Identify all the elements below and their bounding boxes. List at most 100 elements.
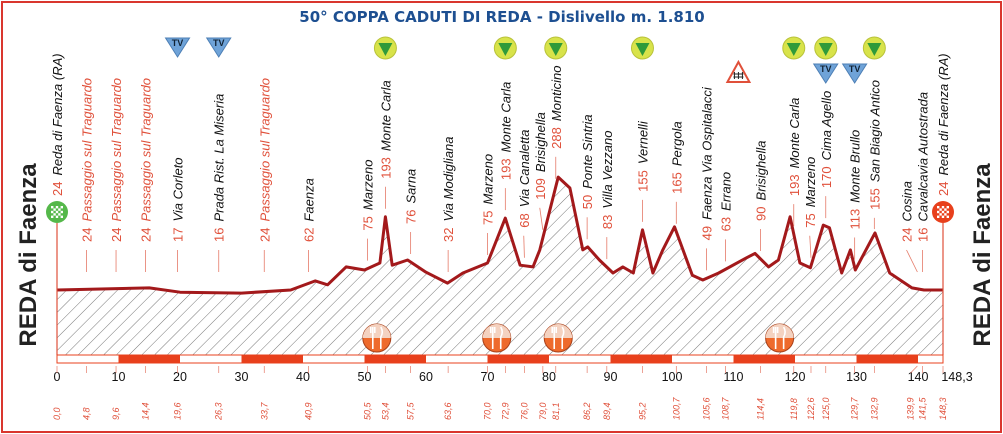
- waypoint-altitude: 288: [549, 127, 564, 149]
- waypoint-km: 57,5: [406, 401, 416, 420]
- gpm-climb-icon: [862, 36, 886, 60]
- waypoint-altitude: 24: [109, 228, 124, 242]
- km-bar-segment: [856, 355, 918, 363]
- left-side-label: REDA di Faenza: [15, 163, 42, 347]
- x-tick-label: 60: [419, 370, 433, 384]
- tv-icon: TV: [164, 37, 191, 58]
- waypoint-altitude: 193: [378, 157, 393, 179]
- gpm-triangle: [378, 43, 393, 56]
- x-tick-label: 120: [785, 370, 806, 384]
- waypoint-name: Via Corleto: [171, 157, 186, 221]
- waypoint-altitude: 63: [719, 217, 734, 231]
- checker-square: [941, 215, 945, 218]
- waypoint-label: 16 Cavalcavia Autostrada: [916, 92, 931, 242]
- fork-knife-glyph: [551, 326, 565, 349]
- checker-square: [53, 213, 56, 216]
- waypoint-km: 72,9: [500, 402, 510, 420]
- waypoint-label: 155 Vernelli: [635, 120, 650, 192]
- tv-icon: TV: [841, 63, 868, 84]
- waypoint-label: 75 Marzeno: [361, 160, 376, 231]
- waypoint-name: Vernelli: [635, 120, 650, 164]
- waypoint-label: 50 Ponte Sintria: [580, 114, 595, 209]
- waypoint-name: Via Modigliana: [441, 136, 456, 221]
- waypoint-km: 148,3: [938, 397, 948, 420]
- fork-knife-glyph: [772, 326, 786, 349]
- waypoint-altitude: 24: [80, 228, 95, 242]
- waypoint-km: 81,1: [551, 402, 561, 420]
- waypoint-name: Sarna: [404, 169, 419, 204]
- checker-square: [941, 206, 945, 209]
- waypoint-label: 24 Passaggio sul Traguardo: [257, 78, 272, 242]
- waypoint-label: 113 Monte Brullo: [848, 130, 863, 230]
- waypoint-km: 132,9: [869, 397, 879, 420]
- waypoint-name: San Biagio Antico: [867, 80, 882, 182]
- waypoint-name: Ponte Sintria: [580, 114, 595, 188]
- waypoint-label: 24 Reda di Faenza (RA): [936, 53, 951, 196]
- waypoint-name: Passaggio sul Traguardo: [257, 78, 272, 222]
- checker-square: [944, 213, 947, 216]
- waypoint-altitude: 50: [580, 195, 595, 209]
- x-tick-label: 30: [235, 370, 249, 384]
- gpm-triangle: [818, 43, 833, 56]
- waypoint-altitude: 17: [171, 228, 186, 242]
- waypoint-label: 288 Monticino: [549, 65, 564, 148]
- tv-text: TV: [820, 64, 832, 74]
- km-bar-segment: [241, 355, 303, 363]
- waypoint-km: 139,9: [906, 397, 916, 420]
- feed-upper: [362, 324, 391, 338]
- fork-knife-glyph: [370, 326, 384, 349]
- waypoint-label: 193 Monte Carla: [498, 82, 513, 181]
- waypoint-name: Villa Vezzano: [600, 131, 615, 209]
- checker-square: [55, 215, 59, 218]
- checker-square: [946, 210, 949, 214]
- waypoint-km: 108,7: [721, 396, 731, 420]
- tv-triangle: [812, 63, 839, 84]
- waypoint-label: 83 Villa Vezzano: [600, 131, 615, 230]
- waypoint-name: Marzeno: [481, 154, 496, 205]
- checker-square: [939, 213, 942, 216]
- checker-square: [60, 206, 63, 209]
- tv-text: TV: [172, 38, 184, 48]
- x-tick-label: 20: [173, 370, 187, 384]
- waypoint-label: 63 Errano: [719, 172, 734, 232]
- waypoint-km: 14,4: [141, 402, 151, 420]
- feed-zone-icon: [482, 323, 512, 353]
- fork-knife-glyph: [489, 326, 504, 349]
- waypoint-name: Passaggio sul Traguardo: [109, 78, 124, 222]
- waypoint-km: 4,8: [82, 407, 92, 420]
- tv-icon: TV: [812, 63, 839, 84]
- waypoint-label: 32 Via Modigliana: [441, 136, 456, 242]
- waypoint-label: 170 Cima Agello: [819, 91, 834, 188]
- waypoint-km: 50,5: [363, 401, 373, 420]
- waypoint-label: 62 Faenza: [302, 178, 317, 242]
- finish-flag-icon: [932, 201, 954, 291]
- checker-square: [58, 213, 61, 216]
- waypoint-km: 79,0: [538, 402, 548, 420]
- waypoint-altitude: 75: [803, 213, 818, 227]
- checker-square: [55, 206, 59, 209]
- tv-text: TV: [849, 64, 861, 74]
- waypoint-label: 24 Passaggio sul Traguardo: [139, 78, 154, 242]
- tv-triangle: [841, 63, 868, 84]
- checker-square: [58, 208, 61, 211]
- profile-area: [57, 177, 943, 355]
- waypoint-name: Pergola: [669, 121, 684, 166]
- chart-title: 50° COPPA CADUTI DI REDA - Dislivello m.…: [299, 8, 704, 26]
- waypoint-label: 165 Pergola: [669, 121, 684, 194]
- checker-square: [60, 215, 63, 218]
- waypoint-name: Faenza: [302, 178, 317, 221]
- waypoint-km: 86,2: [582, 402, 592, 420]
- waypoint-label: 76 Sarna: [404, 169, 419, 224]
- waypoint-tick: [809, 235, 812, 258]
- waypoint-altitude: 90: [754, 206, 769, 220]
- waypoint-name: Prada Rist. La Miseria: [212, 94, 227, 222]
- waypoint-altitude: 193: [787, 174, 802, 196]
- waypoint-km: 119,8: [789, 398, 799, 420]
- waypoint-label: 24 Passaggio sul Traguardo: [80, 78, 95, 242]
- waypoint-altitude: 24: [900, 228, 915, 242]
- right-side-label: REDA di Faenza: [969, 163, 996, 347]
- waypoint-name: Monte Carla: [378, 80, 393, 151]
- rail-glyph: [733, 72, 744, 79]
